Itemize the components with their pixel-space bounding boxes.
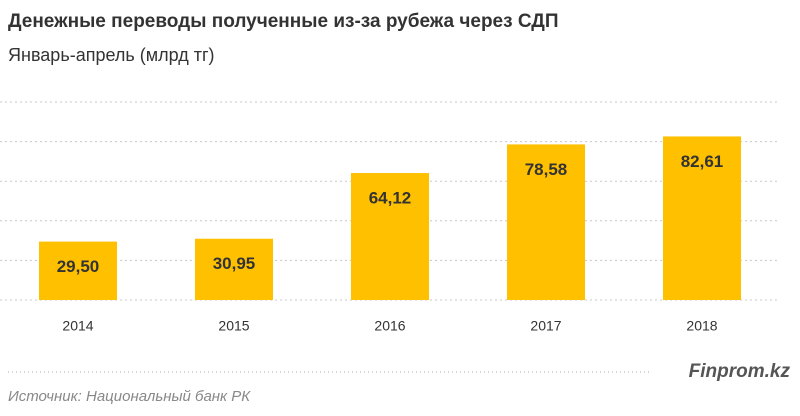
x-tick-label: 2015 (218, 318, 249, 334)
bar (507, 144, 585, 300)
chart-subtitle: Январь-апрель (млрд тг) (8, 45, 215, 65)
x-tick-label: 2018 (686, 318, 717, 334)
x-tick-label: 2016 (374, 318, 405, 334)
source: Источник: Национальный банк РК (8, 388, 251, 405)
bar (663, 136, 741, 300)
value-label: 30,95 (213, 254, 256, 273)
brand: Finprom.kz (689, 361, 791, 382)
x-tick-label: 2017 (530, 318, 561, 334)
bar (195, 238, 273, 300)
value-label: 78,58 (525, 160, 568, 179)
bar (351, 173, 429, 300)
bar (39, 241, 117, 300)
value-label: 82,61 (681, 152, 724, 171)
value-label: 64,12 (369, 189, 412, 208)
value-label: 29,50 (57, 257, 100, 276)
chart-title: Денежные переводы полученные из-за рубеж… (8, 11, 559, 32)
x-tick-label: 2014 (62, 318, 93, 334)
